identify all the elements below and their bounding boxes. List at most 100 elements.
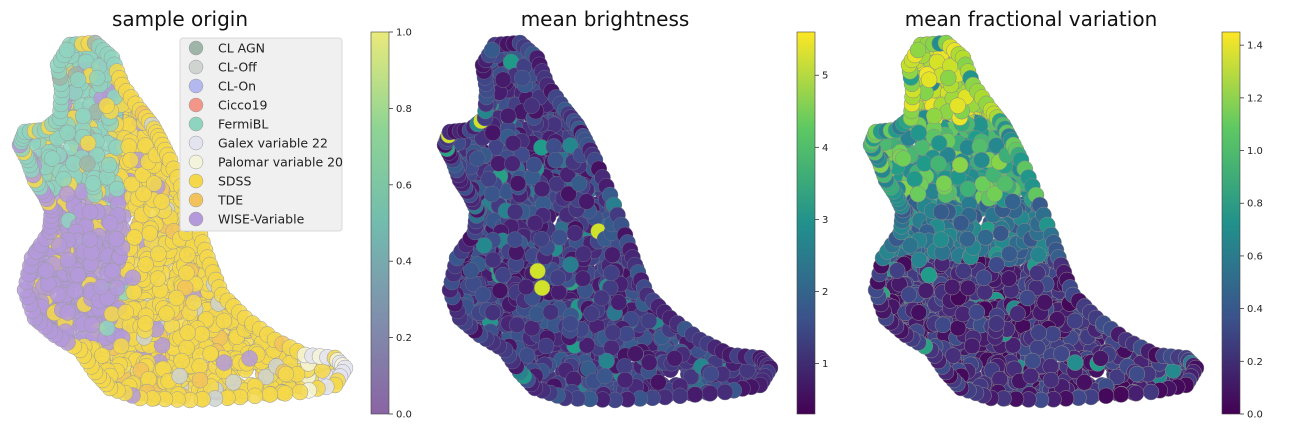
legend-swatch xyxy=(188,97,204,113)
data-point xyxy=(566,225,584,242)
data-point xyxy=(574,270,592,287)
data-point xyxy=(37,262,55,279)
data-point xyxy=(58,185,76,203)
data-point xyxy=(74,107,92,125)
data-point xyxy=(1097,387,1115,405)
data-point xyxy=(104,262,121,280)
data-point xyxy=(909,41,927,59)
data-point xyxy=(1036,294,1053,311)
data-point xyxy=(650,374,667,391)
data-point xyxy=(108,279,126,297)
data-point xyxy=(494,71,512,88)
colorbar-tick-label: 0.4 xyxy=(1247,304,1263,315)
data-point xyxy=(215,354,233,371)
colorbar-bar xyxy=(370,31,390,415)
scatter-points xyxy=(862,34,1205,409)
data-point xyxy=(551,229,568,246)
data-point xyxy=(185,294,202,311)
data-point xyxy=(702,365,720,383)
data-point xyxy=(494,266,512,284)
data-point xyxy=(996,175,1014,192)
data-point xyxy=(462,262,480,279)
colorbar-tick-label: 3 xyxy=(822,215,828,226)
data-point xyxy=(533,230,550,248)
legend-swatch xyxy=(188,116,204,132)
data-point xyxy=(1112,386,1130,403)
data-point xyxy=(59,304,77,321)
data-point xyxy=(963,337,981,355)
data-point xyxy=(83,316,101,334)
data-point xyxy=(562,315,579,332)
data-point xyxy=(1030,324,1047,341)
data-point xyxy=(124,269,142,286)
legend-swatch xyxy=(188,173,204,189)
data-point xyxy=(44,150,61,167)
data-point xyxy=(168,289,185,307)
data-point xyxy=(640,312,658,330)
data-point xyxy=(955,262,972,280)
data-point xyxy=(949,319,967,337)
legend-swatch xyxy=(188,40,204,56)
data-point xyxy=(153,337,171,354)
data-point xyxy=(940,69,957,87)
data-point xyxy=(81,203,99,221)
data-point xyxy=(545,138,563,155)
data-point xyxy=(49,286,67,303)
colorbar-tick-label: 0.8 xyxy=(396,104,412,115)
data-point xyxy=(504,134,522,152)
legend-swatch xyxy=(188,59,204,75)
data-point xyxy=(895,150,912,167)
data-point xyxy=(277,365,295,383)
data-point xyxy=(925,107,943,125)
colorbar-tick-label: 4 xyxy=(822,143,828,154)
data-point xyxy=(537,337,555,355)
data-point xyxy=(474,286,492,303)
data-point xyxy=(943,278,961,296)
data-point xyxy=(158,305,175,322)
data-point xyxy=(126,229,143,246)
colorbar-tick-label: 0.4 xyxy=(396,257,412,268)
data-point xyxy=(951,156,969,174)
data-point xyxy=(604,324,621,341)
data-point xyxy=(610,294,627,311)
data-point xyxy=(968,303,986,321)
data-point xyxy=(508,316,526,334)
data-point xyxy=(89,69,106,87)
colorbar-bar xyxy=(796,31,816,415)
data-point xyxy=(988,256,1005,273)
data-point xyxy=(952,214,970,232)
data-point xyxy=(79,134,97,152)
data-point xyxy=(517,278,535,296)
data-point xyxy=(533,180,551,198)
data-point xyxy=(141,225,159,242)
data-point xyxy=(120,138,138,155)
panel-mean-fractional-variation: mean fractional variation 0.00.20.40.60.… xyxy=(862,7,1263,421)
legend-label: TDE xyxy=(217,193,243,208)
data-point xyxy=(1029,264,1046,282)
data-point xyxy=(975,269,993,286)
colorbar: 0.00.20.40.60.81.0 xyxy=(370,28,412,421)
data-point xyxy=(202,345,219,362)
data-point xyxy=(215,312,233,330)
data-point xyxy=(103,305,121,323)
data-point xyxy=(666,350,683,367)
legend-label: CL-Off xyxy=(218,60,257,75)
data-point xyxy=(992,225,1010,242)
data-point xyxy=(920,71,938,88)
legend-swatch xyxy=(188,154,204,170)
data-point xyxy=(79,155,96,172)
data-point xyxy=(291,383,309,401)
colorbar-tick-label: 1.0 xyxy=(1247,146,1263,157)
colorbar-tick-label: 0.2 xyxy=(1247,357,1263,368)
data-point xyxy=(179,324,196,341)
data-point xyxy=(1000,270,1018,287)
data-point xyxy=(959,230,976,248)
data-point xyxy=(191,371,209,389)
data-point xyxy=(149,270,167,287)
data-point xyxy=(949,97,966,114)
data-point xyxy=(145,175,163,192)
data-point xyxy=(954,305,972,323)
data-point xyxy=(640,354,658,371)
panel-title: mean brightness xyxy=(521,7,690,31)
colorbar-tick-label: 0.0 xyxy=(396,410,412,421)
